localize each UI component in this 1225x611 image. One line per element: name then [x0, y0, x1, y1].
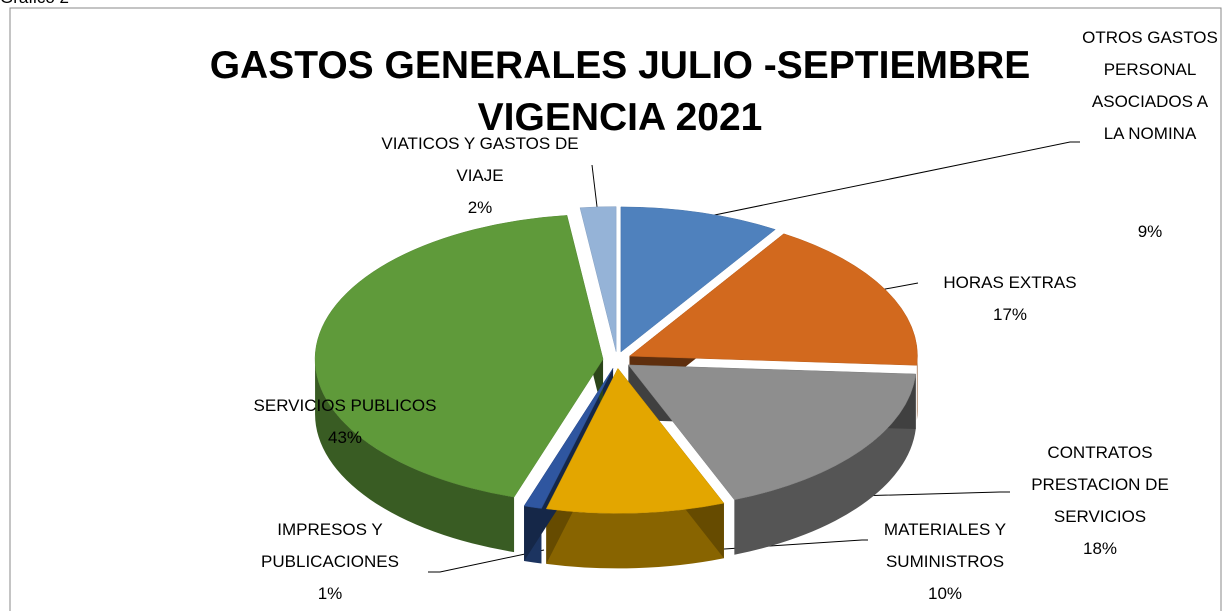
pie-slice [314, 215, 604, 498]
frame [9, 7, 1222, 611]
slice-category-label: CONTRATOS PRESTACION DE SERVICIOS [1031, 443, 1169, 526]
pie-slice [579, 206, 617, 352]
pie-slice [620, 206, 776, 353]
chart-title: GASTOS GENERALES JULIO -SEPTIEMBRE VIGEN… [209, 44, 1031, 139]
slice-value-label: 1% [317, 584, 343, 603]
leader-line [428, 549, 545, 573]
pie-slice [627, 364, 917, 501]
slice-category-label: IMPRESOS Y PUBLICACIONES [261, 520, 399, 571]
pie-tops [314, 206, 918, 514]
leader-line [591, 164, 599, 216]
pie-slice [545, 367, 725, 514]
slice-value-label: 17% [992, 305, 1028, 324]
pie-slice-side [916, 356, 918, 421]
slice-value-label: 43% [327, 428, 363, 447]
leader-line [699, 141, 1080, 219]
pie-slice-side [734, 374, 916, 555]
slice-category-label: HORAS EXTRAS [943, 273, 1077, 292]
pie-slice-side [546, 503, 724, 569]
caption: Grafico 2 [0, 0, 69, 8]
pie-slice [628, 233, 918, 366]
slice-category-label: VIATICOS Y GASTOS DE VIAJE [381, 134, 579, 185]
leader-line [819, 491, 1010, 498]
slice-category-label: OTROS GASTOS PERSONAL ASOCIADOS A LA NOM… [1082, 28, 1218, 143]
slice-value-label: 9% [1137, 222, 1163, 241]
slice-value-label: 18% [1082, 539, 1118, 558]
pie-slice [523, 367, 614, 509]
slice-value-label: 10% [927, 584, 963, 603]
slice-category-label: SERVICIOS PUBLICOS [253, 396, 437, 415]
pie-slice-side [315, 359, 515, 553]
slice-category-label: MATERIALES Y SUMINISTROS [883, 520, 1007, 571]
slice-value-label: 2% [467, 198, 493, 217]
